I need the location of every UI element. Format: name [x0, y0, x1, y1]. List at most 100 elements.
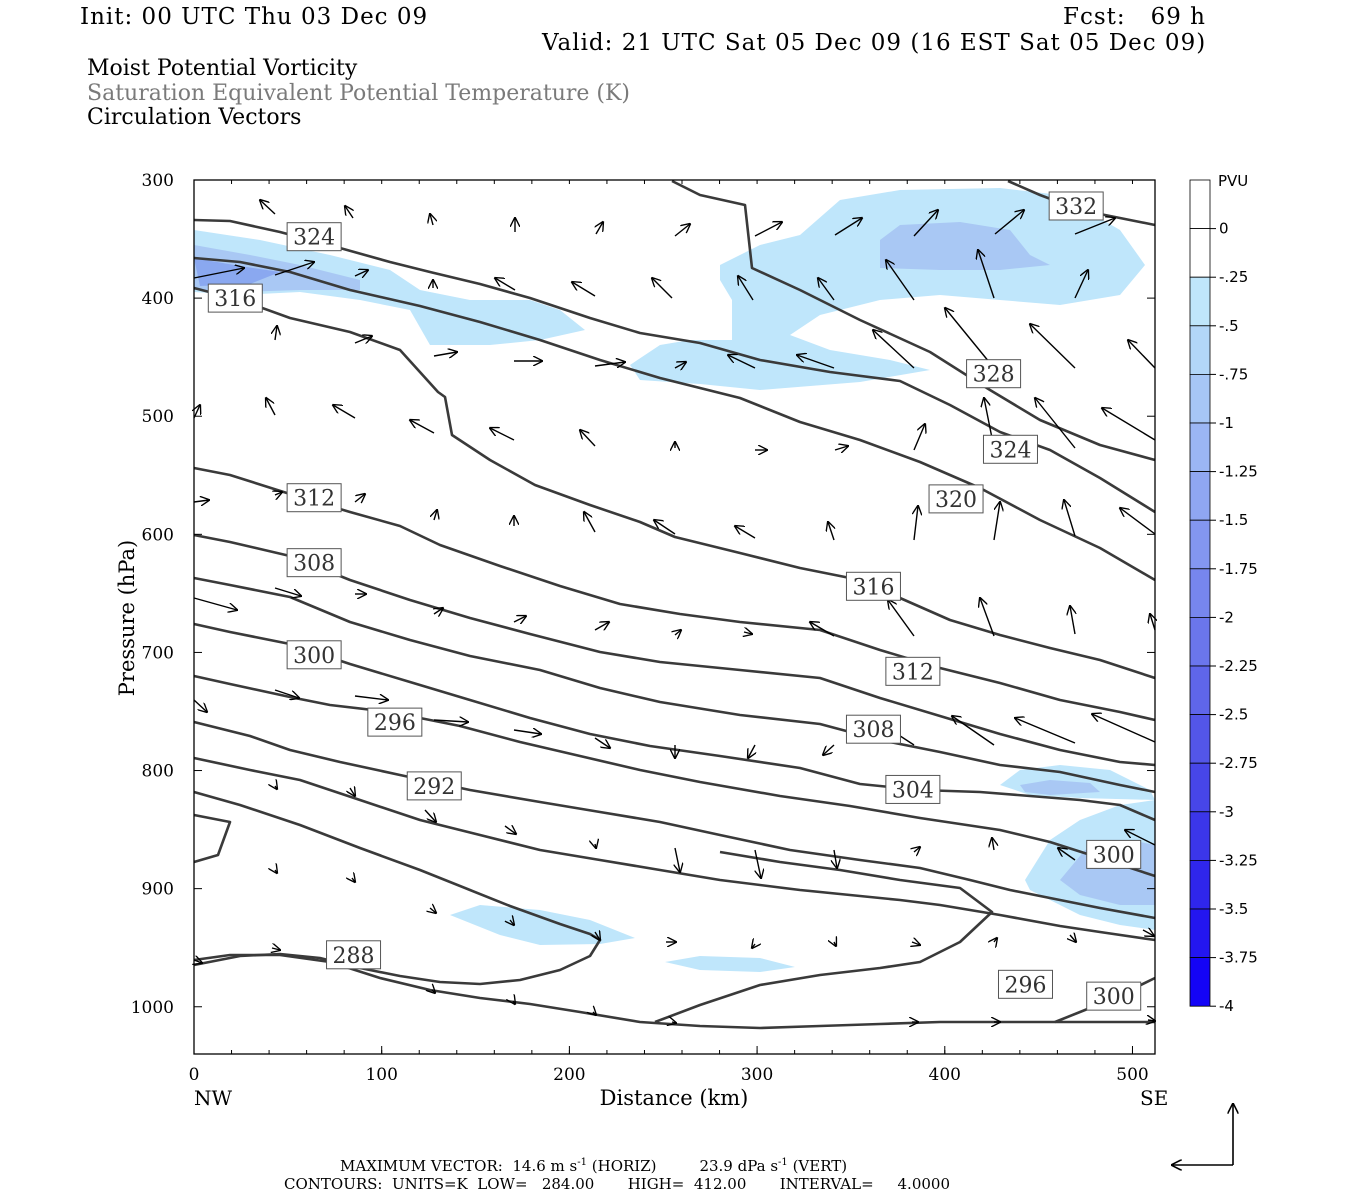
vector-arrow: [797, 355, 835, 369]
contour-label: 304: [892, 778, 934, 803]
vector-arrow: [275, 492, 282, 495]
contour-label: 324: [989, 438, 1031, 463]
contour-label-box: [326, 940, 382, 970]
colorbar-tick-label: -2.75: [1219, 754, 1258, 772]
nw-label: NW: [194, 1086, 233, 1110]
vector-arrow: [834, 942, 836, 946]
vector-arrow: [873, 330, 915, 369]
contour-label-box: [885, 656, 941, 686]
x-tick-label: 500: [1116, 1065, 1148, 1085]
vector-arrow: [410, 420, 435, 434]
colorbar-tick-label: -2: [1219, 608, 1234, 626]
colorbar-swatch: [1189, 373, 1211, 424]
contour-label-box: [286, 548, 342, 578]
vector-arrow: [275, 870, 277, 873]
vector-arrow: [274, 587, 301, 596]
vector-arrow: [354, 270, 368, 276]
colorbar-swatch: [1189, 519, 1211, 570]
vector-arrow: [274, 262, 314, 276]
contour-label-box: [207, 283, 263, 313]
contour-label-box: [286, 483, 342, 513]
vector-arrow: [193, 597, 237, 610]
x-tick-label: 300: [741, 1065, 773, 1085]
init-time: Init: 00 UTC Thu 03 Dec 09: [80, 4, 429, 30]
contour-line: [193, 286, 1156, 680]
vector-arrow: [754, 222, 782, 237]
vector-arrow: [354, 336, 372, 343]
vector-arrow: [193, 500, 209, 502]
colorbar-unit: PVU: [1218, 172, 1248, 190]
y-tick-label: 500: [142, 407, 174, 427]
contour-label-box: [885, 774, 941, 804]
colorbar-tick-label: -3.75: [1219, 949, 1258, 967]
vector-arrow: [433, 720, 468, 722]
field-title-thetae: Saturation Equivalent Potential Temperat…: [87, 81, 630, 106]
vector-arrow: [593, 1012, 596, 1015]
contour-label-box: [367, 707, 423, 737]
contour-label: 300: [1093, 843, 1135, 868]
x-tick-label: 200: [553, 1065, 585, 1085]
max-vector-line: MAXIMUM VECTOR: 14.6 m s-1 (HORIZ) 23.9 …: [340, 1158, 847, 1174]
colorbar-tick-label: -1.75: [1219, 560, 1258, 578]
vector-arrow: [994, 210, 1024, 235]
y-axis-label: Pressure (hPa): [115, 540, 139, 696]
contour-line: [193, 720, 1156, 920]
colorbar-swatch: [1189, 908, 1211, 958]
colorbar-swatch: [1189, 957, 1211, 1007]
contour-line: [654, 850, 994, 1024]
vector-arrow: [992, 838, 994, 851]
vector-arrow: [674, 224, 690, 237]
colorbar-swatch: [1189, 568, 1211, 618]
contour-label: 308: [293, 552, 335, 577]
vector-arrow: [430, 908, 436, 913]
colorbar-tick-label: -.25: [1219, 268, 1248, 286]
x-tick-label: 400: [929, 1065, 961, 1085]
vector-arrow: [595, 844, 596, 848]
contour-label-box: [1086, 839, 1142, 869]
vector-arrow: [980, 598, 995, 637]
colorbar-swatch: [1189, 471, 1211, 521]
vector-arrow: [572, 282, 596, 297]
vector-arrow: [1148, 1020, 1155, 1021]
contour-label-box: [997, 969, 1053, 999]
colorbar-tick-label: -1: [1219, 414, 1234, 432]
contour-label-box: [982, 434, 1038, 464]
y-tick-label: 600: [142, 525, 174, 545]
vector-arrow: [1058, 848, 1076, 861]
se-label: SE: [1140, 1086, 1168, 1110]
horiz-tag: (HORIZ): [591, 1157, 657, 1175]
max-vector-horiz: 14.6 m s: [512, 1157, 578, 1175]
max-vector-label: MAXIMUM VECTOR:: [340, 1157, 503, 1175]
x-axis-label: Distance (km): [600, 1086, 749, 1110]
vector-arrow: [1074, 218, 1115, 235]
vector-arrow: [1030, 324, 1076, 369]
forecast-hour: Fcst: 69 h: [1063, 4, 1206, 30]
vector-arrow: [823, 744, 835, 755]
contour-label: 312: [892, 660, 934, 685]
contour-label: 328: [973, 363, 1015, 388]
vector-arrow: [1064, 500, 1076, 537]
vector-arrow: [912, 942, 920, 945]
vector-arrow: [744, 632, 752, 634]
vector-arrow: [354, 696, 388, 700]
colorbar-swatch: [1189, 422, 1211, 472]
pv-colorbar: PVU 0 -.25 -.5 -.75 -1 -1.25 -1.5 -1.75 -2 -2.25 -…: [1189, 172, 1258, 1015]
vector-arrow: [584, 512, 596, 533]
contour-label-box: [845, 571, 901, 601]
colorbar-tick-label: -.75: [1219, 365, 1248, 383]
vector-arrow: [952, 716, 995, 746]
contour-label: 312: [293, 487, 335, 512]
vector-arrow: [513, 730, 541, 734]
contour-label: 300: [1093, 985, 1135, 1010]
vector-arrow: [1120, 508, 1156, 535]
contour-label: 296: [374, 711, 416, 736]
vector-arrow: [913, 424, 925, 451]
vector-arrow: [1092, 714, 1156, 743]
y-tick-label: 400: [142, 289, 174, 309]
vector-arrow: [1074, 270, 1088, 299]
vector-arrow: [432, 990, 435, 993]
contour-label-box: [1048, 191, 1104, 221]
vector-arrow: [504, 826, 516, 834]
contour-labels: 324 316 332 328 324 320 316 312 308 312 300 296 308 2…: [207, 191, 1142, 1011]
